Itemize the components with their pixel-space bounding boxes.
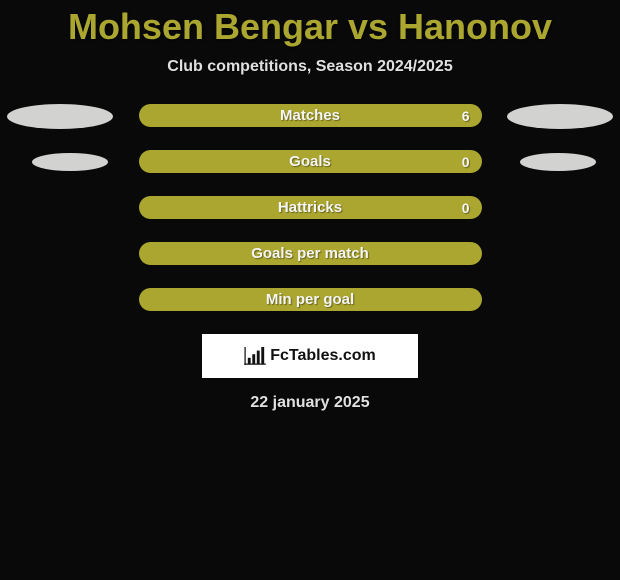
stat-label: Hattricks: [278, 199, 342, 216]
stat-label: Goals per match: [251, 245, 369, 262]
page-title: Mohsen Bengar vs Hanonov: [0, 0, 620, 48]
stat-bar: Hattricks 0: [139, 196, 482, 219]
left-marker: [32, 153, 108, 171]
stat-bar: Min per goal: [139, 288, 482, 311]
right-marker: [507, 104, 613, 129]
stat-bar: Goals 0: [139, 150, 482, 173]
stat-bar: Matches 6: [139, 104, 482, 127]
left-marker: [7, 104, 113, 129]
page-subtitle: Club competitions, Season 2024/2025: [0, 58, 620, 76]
stat-row: Min per goal: [0, 288, 620, 311]
stat-value-right: 0: [456, 200, 470, 216]
stat-row: Matches 6: [0, 104, 620, 127]
right-marker: [520, 153, 596, 171]
stat-label: Min per goal: [266, 291, 354, 308]
branding-text: FcTables.com: [270, 347, 376, 365]
stat-row: Goals 0: [0, 150, 620, 173]
comparison-chart: Matches 6 Goals 0 Hattricks 0 Goals per …: [0, 104, 620, 311]
barchart-icon: [244, 347, 266, 365]
stat-row: Goals per match: [0, 242, 620, 265]
stat-bar: Goals per match: [139, 242, 482, 265]
date-label: 22 january 2025: [0, 394, 620, 412]
stat-label: Goals: [289, 153, 331, 170]
stat-label: Matches: [280, 107, 340, 124]
stat-value-right: 6: [456, 108, 470, 124]
branding-badge: FcTables.com: [202, 334, 418, 378]
stat-row: Hattricks 0: [0, 196, 620, 219]
stat-value-right: 0: [456, 154, 470, 170]
